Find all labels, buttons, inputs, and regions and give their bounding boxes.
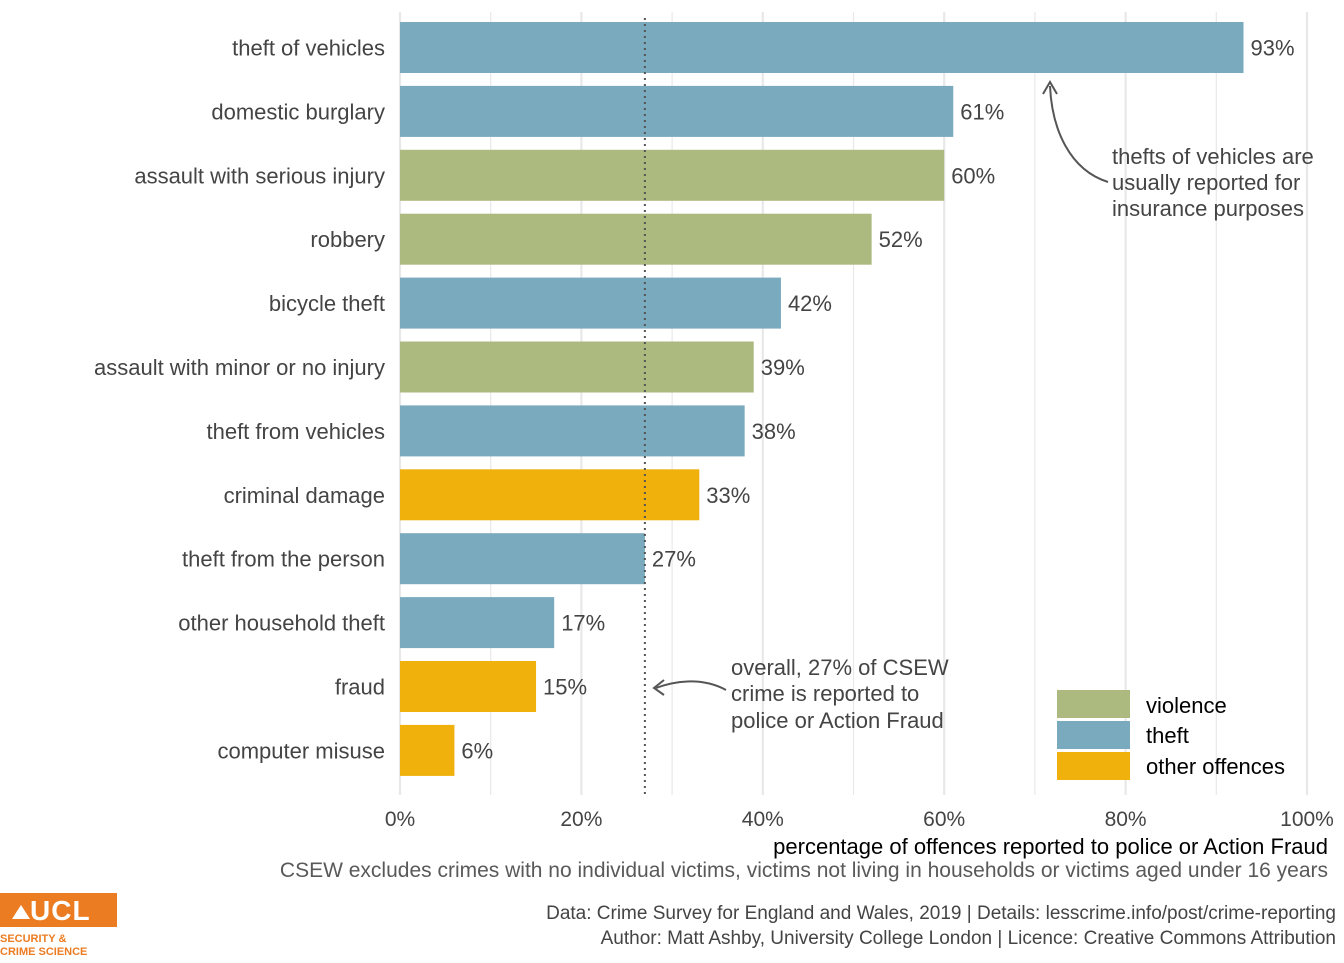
ucl-wordmark: UCL: [30, 895, 91, 926]
legend: violence theft other offences: [1057, 690, 1285, 780]
value-label: 15%: [543, 675, 587, 700]
bar: [400, 341, 754, 393]
value-label: 38%: [752, 419, 796, 444]
footer-author: Author: Matt Ashby, University College L…: [600, 928, 1336, 949]
legend-swatch-other-offences: [1057, 752, 1130, 780]
annotation-line: insurance purposes: [1112, 196, 1304, 221]
category-label: computer misuse: [217, 738, 385, 763]
x-axis-title: percentage of offences reported to polic…: [773, 834, 1328, 859]
ucl-department: SECURITY & CRIME SCIENCE: [0, 933, 87, 959]
ucl-department-line: SECURITY &: [0, 933, 67, 945]
value-label: 33%: [706, 483, 750, 508]
bar: [400, 22, 1244, 73]
annotation-arrowhead: [652, 679, 665, 696]
category-label: domestic burglary: [211, 99, 385, 124]
annotation-line: overall, 27% of CSEW: [731, 655, 949, 680]
category-label: theft from the person: [182, 547, 385, 572]
bar: [400, 469, 700, 521]
category-label: assault with minor or no injury: [94, 355, 385, 380]
category-label: bicycle theft: [269, 291, 385, 316]
value-label: 17%: [561, 611, 605, 636]
bar: [400, 405, 745, 457]
ucl-logo-box: UCL: [0, 893, 117, 927]
annotation-arrowhead: [1042, 80, 1058, 95]
value-label: 61%: [960, 99, 1004, 124]
annotation-line: police or Action Fraud: [731, 708, 944, 733]
category-label: fraud: [335, 675, 385, 700]
ucl-portico-icon: [12, 905, 30, 919]
bar: [400, 597, 555, 649]
legend-label-violence: violence: [1146, 693, 1227, 718]
annotation-arrow-curve: [1049, 85, 1109, 183]
bar: [400, 277, 781, 329]
value-label: 93%: [1251, 36, 1295, 61]
bar: [400, 213, 872, 265]
x-tick-label: 100%: [1280, 808, 1334, 831]
annotation-line: usually reported for: [1112, 170, 1300, 195]
bar: [400, 85, 954, 137]
x-axis-ticks: 0% 20% 40% 60% 80% 100%: [385, 808, 1334, 831]
annotation-overall: overall, 27% of CSEW crime is reported t…: [652, 655, 949, 733]
value-label: 27%: [652, 547, 696, 572]
ucl-logo: UCL SECURITY & CRIME SCIENCE: [0, 893, 120, 963]
value-label: 6%: [461, 738, 493, 763]
category-label: theft from vehicles: [206, 419, 385, 444]
value-label: 42%: [788, 291, 832, 316]
category-label: theft of vehicles: [232, 36, 385, 61]
legend-swatch-theft: [1057, 721, 1130, 749]
x-tick-label: 20%: [560, 808, 602, 831]
x-tick-label: 0%: [385, 808, 415, 831]
value-labels: 93% 61% 60% 52% 42% 39% 38% 33% 27% 17% 15% 6%: [461, 36, 1294, 764]
bar: [400, 149, 945, 201]
bar: [400, 533, 645, 585]
annotation-line: thefts of vehicles are: [1112, 144, 1314, 169]
category-label: robbery: [310, 227, 385, 252]
bar: [400, 661, 537, 712]
annotation-arrow-curve: [655, 680, 727, 691]
legend-label-theft: theft: [1146, 723, 1189, 748]
category-label: criminal damage: [224, 483, 385, 508]
annotation-line: crime is reported to: [731, 681, 919, 706]
category-label: assault with serious injury: [134, 163, 385, 188]
x-tick-label: 80%: [1105, 808, 1147, 831]
legend-label-other-offences: other offences: [1146, 754, 1285, 779]
footer-data-source: Data: Crime Survey for England and Wales…: [546, 903, 1336, 924]
bar: [400, 724, 455, 776]
category-labels: theft of vehicles domestic burglary assaul…: [94, 36, 385, 764]
category-label: other household theft: [178, 611, 385, 636]
value-label: 39%: [761, 355, 805, 380]
value-label: 60%: [951, 163, 995, 188]
grid-lines: [398, 12, 1309, 795]
annotation-vehicle-insurance: thefts of vehicles are usually reported …: [1042, 80, 1314, 221]
bar-chart: theft of vehicles domestic burglary assaul…: [94, 12, 1334, 859]
value-label: 52%: [879, 227, 923, 252]
ucl-department-line: CRIME SCIENCE: [0, 946, 88, 958]
bars: [400, 22, 1244, 776]
x-tick-label: 40%: [742, 808, 784, 831]
x-tick-label: 60%: [923, 808, 965, 831]
chart-caption: CSEW excludes crimes with no individual …: [279, 859, 1328, 882]
legend-swatch-violence: [1057, 690, 1130, 718]
